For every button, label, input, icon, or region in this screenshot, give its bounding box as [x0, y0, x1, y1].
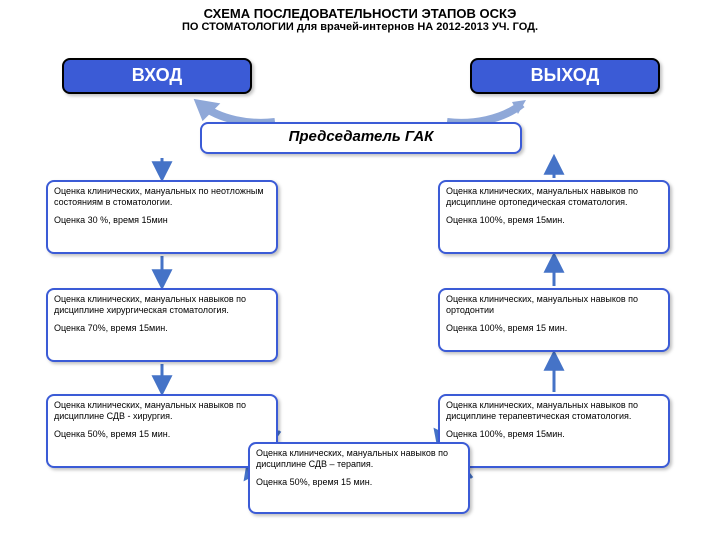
node-r1: Оценка клинических, мануальных навыков п… — [438, 180, 670, 254]
node-r2-sub: Оценка 100%, время 15 мин. — [446, 323, 662, 334]
node-r1-sub: Оценка 100%, время 15мин. — [446, 215, 662, 226]
diagram-title: СХЕМА ПОСЛЕДОВАТЕЛЬНОСТИ ЭТАПОВ ОСКЭ — [0, 0, 720, 21]
node-r1-main: Оценка клинических, мануальных навыков п… — [446, 186, 662, 209]
node-exit: ВЫХОД — [470, 58, 660, 94]
curve-exit — [447, 104, 522, 123]
curve-enter — [200, 104, 275, 123]
node-c-sub: Оценка 50%, время 15 мин. — [256, 477, 462, 488]
node-enter: ВХОД — [62, 58, 252, 94]
node-c-main: Оценка клинических, мануальных навыков п… — [256, 448, 462, 471]
node-l3: Оценка клинических, мануальных навыков п… — [46, 394, 278, 468]
node-l1-main: Оценка клинических, мануальных по неотло… — [54, 186, 270, 209]
node-l1-sub: Оценка 30 %, время 15мин — [54, 215, 270, 226]
node-r2-main: Оценка клинических, мануальных навыков п… — [446, 294, 662, 317]
node-l3-sub: Оценка 50%, время 15 мин. — [54, 429, 270, 440]
node-c: Оценка клинических, мануальных навыков п… — [248, 442, 470, 514]
node-r2: Оценка клинических, мануальных навыков п… — [438, 288, 670, 352]
node-r3: Оценка клинических, мануальных навыков п… — [438, 394, 670, 468]
node-r3-main: Оценка клинических, мануальных навыков п… — [446, 400, 662, 423]
node-l3-main: Оценка клинических, мануальных навыков п… — [54, 400, 270, 423]
curve-enter-head — [196, 100, 210, 114]
node-l2-sub: Оценка 70%, время 15мин. — [54, 323, 270, 334]
node-chair: Председатель ГАК — [200, 122, 522, 154]
node-r3-sub: Оценка 100%, время 15мин. — [446, 429, 662, 440]
diagram-subtitle: ПО СТОМАТОЛОГИИ для врачей-интернов НА 2… — [0, 21, 720, 39]
node-l1: Оценка клинических, мануальных по неотло… — [46, 180, 278, 254]
curve-exit-head — [512, 100, 526, 114]
node-l2: Оценка клинических, мануальных навыков п… — [46, 288, 278, 362]
node-l2-main: Оценка клинических, мануальных навыков п… — [54, 294, 270, 317]
